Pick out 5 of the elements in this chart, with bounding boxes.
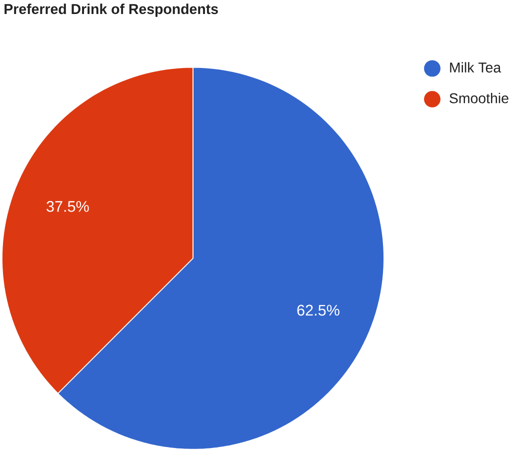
legend-label: Milk Tea bbox=[450, 62, 502, 73]
legend-label: Smoothie bbox=[450, 92, 508, 104]
chart-title: Preferred Drink of Respondents bbox=[4, 4, 218, 18]
data-label: 62.5% bbox=[297, 304, 340, 316]
data-label: 37.5% bbox=[46, 201, 89, 212]
